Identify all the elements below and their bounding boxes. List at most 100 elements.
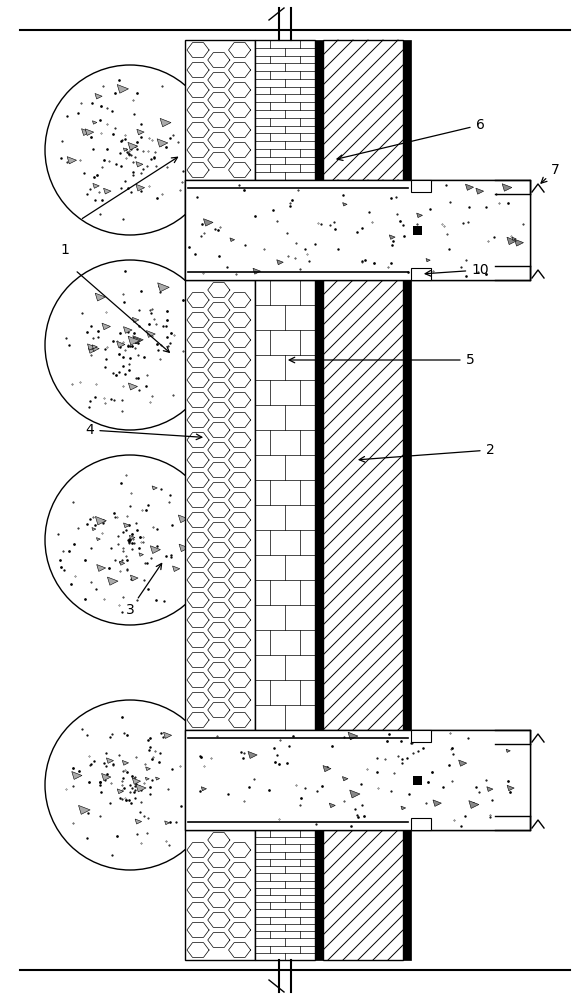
Bar <box>413 226 422 234</box>
Polygon shape <box>248 751 257 758</box>
Polygon shape <box>465 184 474 190</box>
Polygon shape <box>133 317 139 322</box>
Bar <box>255 40 315 180</box>
Polygon shape <box>146 777 149 780</box>
Polygon shape <box>164 732 171 738</box>
Polygon shape <box>253 268 261 274</box>
Polygon shape <box>187 787 198 795</box>
Polygon shape <box>507 785 514 791</box>
Polygon shape <box>350 790 360 798</box>
Polygon shape <box>139 553 143 556</box>
Polygon shape <box>117 789 123 794</box>
Text: 7: 7 <box>541 163 559 183</box>
Bar <box>403 280 411 730</box>
Polygon shape <box>137 129 144 135</box>
Polygon shape <box>276 260 284 265</box>
Polygon shape <box>507 237 517 245</box>
Polygon shape <box>93 183 99 188</box>
Bar <box>413 776 422 784</box>
Polygon shape <box>95 516 106 525</box>
Bar <box>323 40 403 180</box>
Polygon shape <box>426 258 430 262</box>
Bar <box>185 180 255 280</box>
Polygon shape <box>92 346 99 351</box>
Polygon shape <box>507 237 517 245</box>
Polygon shape <box>150 546 160 554</box>
Polygon shape <box>160 118 171 127</box>
Polygon shape <box>72 772 82 779</box>
Polygon shape <box>146 767 150 771</box>
Polygon shape <box>342 777 348 781</box>
Polygon shape <box>506 749 510 752</box>
Polygon shape <box>136 162 143 167</box>
Polygon shape <box>88 348 95 353</box>
Bar <box>403 830 411 960</box>
Polygon shape <box>132 778 140 784</box>
Polygon shape <box>157 139 168 147</box>
Polygon shape <box>67 157 76 164</box>
Polygon shape <box>401 806 406 810</box>
Polygon shape <box>514 239 524 246</box>
Polygon shape <box>276 260 284 265</box>
Polygon shape <box>417 213 423 218</box>
Polygon shape <box>164 821 170 825</box>
Polygon shape <box>204 219 213 226</box>
Polygon shape <box>128 336 140 345</box>
Polygon shape <box>123 523 130 528</box>
Polygon shape <box>348 732 358 740</box>
Polygon shape <box>133 337 141 343</box>
Polygon shape <box>95 293 106 301</box>
Polygon shape <box>487 787 493 791</box>
Polygon shape <box>343 203 347 206</box>
Polygon shape <box>476 188 484 194</box>
Polygon shape <box>97 565 106 571</box>
Polygon shape <box>92 121 97 124</box>
Polygon shape <box>123 327 132 333</box>
Text: 6: 6 <box>337 118 484 160</box>
Bar <box>323 180 403 280</box>
Polygon shape <box>152 486 157 490</box>
Polygon shape <box>417 213 423 218</box>
Bar <box>411 180 431 192</box>
Polygon shape <box>389 235 395 239</box>
Circle shape <box>45 260 215 430</box>
Polygon shape <box>103 188 111 194</box>
Polygon shape <box>458 760 467 766</box>
Polygon shape <box>178 515 188 523</box>
Polygon shape <box>129 535 135 540</box>
Polygon shape <box>433 800 441 806</box>
Circle shape <box>45 455 215 625</box>
Polygon shape <box>92 345 97 349</box>
Polygon shape <box>465 184 474 190</box>
Polygon shape <box>253 268 261 274</box>
Polygon shape <box>146 331 156 337</box>
Polygon shape <box>230 238 235 242</box>
Polygon shape <box>96 538 100 541</box>
Bar <box>255 180 315 280</box>
Polygon shape <box>133 336 143 344</box>
Bar <box>185 280 255 730</box>
Polygon shape <box>102 323 110 330</box>
Polygon shape <box>136 784 146 792</box>
Polygon shape <box>179 544 189 552</box>
Circle shape <box>45 700 215 870</box>
Polygon shape <box>476 188 484 194</box>
Bar <box>403 180 411 280</box>
Polygon shape <box>136 184 144 191</box>
Bar <box>323 280 403 730</box>
Polygon shape <box>230 238 235 242</box>
Polygon shape <box>201 787 207 791</box>
Polygon shape <box>107 577 118 585</box>
Polygon shape <box>458 760 467 766</box>
Polygon shape <box>487 787 493 791</box>
Text: 10: 10 <box>425 263 489 277</box>
Polygon shape <box>122 760 129 765</box>
Bar <box>315 280 323 730</box>
Polygon shape <box>120 561 125 565</box>
Polygon shape <box>87 344 96 350</box>
Polygon shape <box>204 219 213 226</box>
Bar <box>255 830 315 960</box>
Bar <box>185 180 530 280</box>
Bar <box>185 830 255 960</box>
Polygon shape <box>512 237 516 240</box>
